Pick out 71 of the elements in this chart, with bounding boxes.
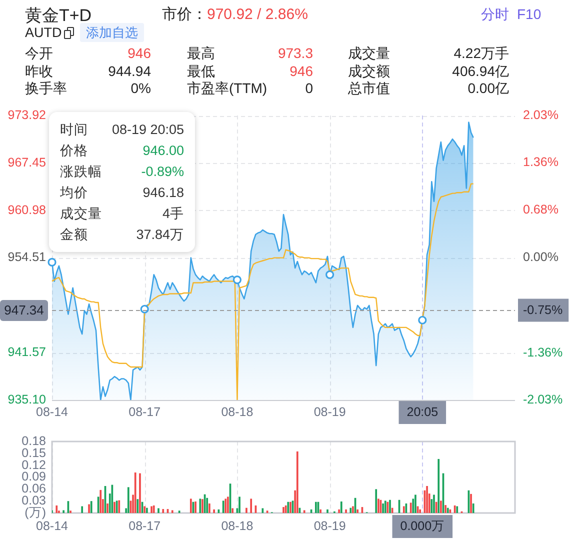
text: 成交额 [348, 62, 390, 80]
text: 换手率 [25, 80, 67, 98]
text: 973.3 [278, 45, 313, 61]
text: 406.94亿 [452, 62, 509, 80]
annotation: 37.84万 [136, 226, 184, 244]
x-tick-label: 08-14 [36, 518, 68, 533]
y2-tick-label: 1.36% [523, 154, 558, 169]
y2-tick-label: -2.03% [523, 392, 563, 406]
annotation: 金额 [60, 226, 88, 244]
y2-tick-label: -1.36% [523, 346, 563, 360]
annotation: 价格 [60, 142, 88, 160]
x-tick-label: 08-19 [314, 404, 346, 419]
y-tick-label: (万) [24, 505, 46, 520]
text: 946 [128, 45, 151, 61]
annotation: 946.18 [142, 184, 184, 202]
text: 添加自选 [86, 24, 138, 42]
y-tick-label: 0.15 [22, 446, 46, 460]
y-tick-label: 941.57 [8, 345, 46, 360]
text: 分时 [481, 6, 509, 24]
x-tick-label: 08-18 [221, 518, 254, 533]
text: F10 [517, 6, 542, 22]
text: 最高 [187, 45, 215, 63]
y-tick-label: 0.18 [22, 434, 46, 448]
text: 0.00亿 [468, 80, 509, 98]
annotation: 成交量 [60, 205, 102, 223]
point [232, 276, 242, 284]
y-tick-label: 0.06 [22, 482, 46, 496]
text: 0 [305, 80, 313, 96]
annotation: 4手 [162, 205, 184, 223]
x-tick-label: 08-17 [128, 518, 161, 533]
point [48, 258, 56, 267]
x-tick-label: 08-18 [221, 404, 254, 419]
y-tick-label: 0.12 [22, 458, 46, 472]
y2-tick-label: 0.00% [523, 250, 558, 264]
y-tick-label: 935.10 [8, 392, 46, 406]
annotation: 946.00 [142, 142, 184, 160]
text: 944.94 [108, 62, 151, 78]
text: 今开 [25, 45, 53, 63]
text: 成交量 [348, 45, 390, 63]
text: 市价：970.92 / 2.86% [162, 6, 308, 23]
y-tick-label: 954.51 [8, 250, 46, 264]
text: 946 [290, 62, 313, 78]
point [326, 270, 334, 279]
text: 昨收 [25, 62, 53, 80]
y-tick-label: 0.03 [22, 494, 46, 508]
y-tick-label: 960.98 [8, 202, 46, 217]
annotation: 涨跌幅 [60, 163, 102, 181]
text: 0% [130, 80, 151, 96]
annotation: -0.89% [141, 163, 184, 181]
x-tick-label: 08-19 [314, 518, 346, 533]
y2-tick-label: 0.68% [523, 202, 558, 217]
text: 黄金T+D [25, 5, 92, 26]
text: AUTD [25, 25, 62, 40]
x-tick-label: 08-17 [128, 404, 161, 419]
x-tick-label: 08-14 [36, 404, 68, 419]
text: 4.22万手 [454, 45, 509, 63]
ref-line-label: 947.34 [4, 302, 44, 318]
x-tick-label: 20:05 [406, 404, 438, 419]
annotation: 均价 [60, 184, 88, 202]
y-tick-label: 967.45 [8, 155, 46, 170]
annotation: 08-19 20:05 [112, 121, 184, 139]
y2-tick-label: -0.75% [523, 302, 563, 317]
x-tick-label: 0.000万 [400, 518, 445, 533]
text: 市盈率(TTM) [187, 80, 268, 98]
y-tick-label: 0.09 [22, 470, 46, 484]
y-tick-label: 973.92 [8, 108, 46, 122]
text: 总市值 [348, 80, 390, 98]
text: 最低 [187, 62, 215, 80]
annotation: 时间 [60, 121, 88, 139]
y2-tick-label: 2.03% [523, 108, 558, 122]
point [418, 316, 427, 324]
